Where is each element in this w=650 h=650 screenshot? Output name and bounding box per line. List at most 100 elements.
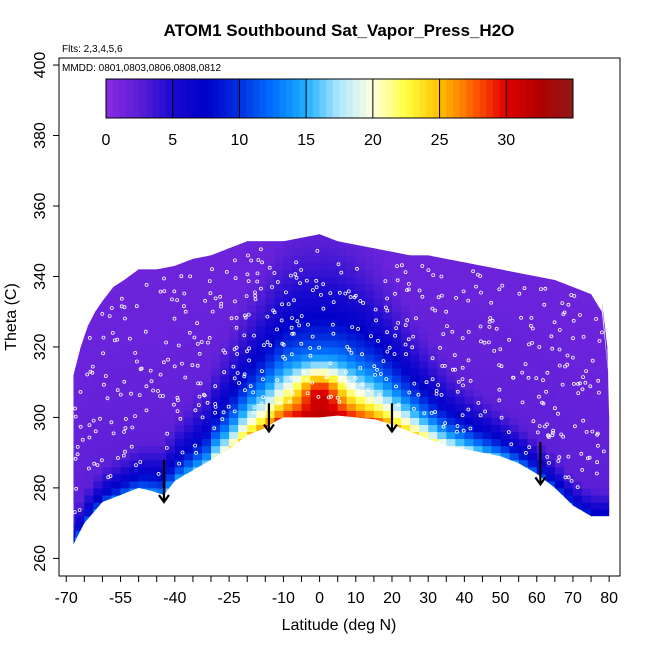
heatmap-cell (202, 347, 212, 355)
heatmap-cell (120, 459, 131, 468)
heatmap-cell (410, 234, 420, 242)
heatmap-cell (84, 459, 94, 468)
heatmap-cell (328, 276, 339, 285)
heatmap-cell (111, 431, 122, 440)
heatmap-cell (84, 551, 94, 559)
heatmap-cell (229, 551, 239, 559)
heatmap-cell (392, 276, 402, 285)
heatmap-cell (563, 283, 574, 292)
heatmap-cell (401, 480, 411, 489)
heatmap-cell (536, 509, 547, 517)
heatmap-cell (156, 325, 167, 334)
sample-dot (175, 398, 180, 403)
heatmap-cell (138, 262, 149, 270)
sample-dot (350, 325, 355, 330)
heatmap-cell (582, 410, 592, 418)
heatmap-cell (111, 396, 122, 404)
heatmap-cell (346, 403, 357, 411)
sample-dot (573, 424, 577, 429)
heatmap-cell (464, 389, 474, 397)
heatmap-cell (401, 438, 411, 447)
heatmap-cell (355, 389, 366, 397)
heatmap-cell (518, 234, 529, 235)
heatmap-cell (337, 480, 348, 489)
heatmap-cell (165, 502, 176, 510)
heatmap-cell (93, 480, 103, 489)
heatmap-cell (509, 382, 520, 390)
heatmap-cell (410, 417, 420, 425)
heatmap-cell (147, 311, 158, 320)
heatmap-cell (510, 544, 520, 552)
heatmap-cell (600, 234, 610, 242)
heatmap-cell (283, 438, 293, 447)
heatmap-cell (563, 452, 574, 461)
heatmap-cell (238, 551, 248, 559)
heatmap-cell (337, 452, 348, 461)
heatmap-cell (410, 502, 420, 510)
heatmap-cell (591, 241, 601, 249)
heatmap-cell (301, 347, 312, 355)
heatmap-cell (473, 339, 483, 348)
heatmap-cell (73, 241, 76, 249)
heatmap-cell (428, 361, 438, 369)
x-tick-label: -10 (272, 590, 295, 607)
heatmap-cell (202, 410, 212, 418)
heatmap-cell (509, 234, 520, 242)
heatmap-cell (283, 487, 293, 496)
heatmap-cell (220, 255, 230, 263)
heatmap-cell (582, 234, 592, 242)
heatmap-cell (428, 502, 438, 510)
heatmap-cell (256, 438, 266, 447)
heatmap-cell (283, 325, 293, 334)
heatmap-cell (346, 276, 357, 285)
heatmap-cell (609, 325, 610, 334)
sample-dot (172, 364, 177, 369)
sample-dot (466, 329, 471, 334)
heatmap-cell (247, 375, 257, 383)
heatmap-cell (165, 417, 176, 425)
heatmap-cell (482, 417, 493, 425)
heatmap-cell (382, 318, 393, 327)
heatmap-cell (545, 480, 556, 489)
sample-dot (137, 393, 142, 398)
heatmap-cell (609, 368, 610, 376)
heatmap-cell (183, 495, 194, 503)
heatmap-cell (483, 551, 493, 559)
heatmap-cell (564, 544, 574, 552)
heatmap-cell (165, 368, 176, 376)
sample-dot (535, 430, 540, 435)
heatmap-cell (609, 466, 610, 475)
heatmap-cell (247, 297, 257, 306)
heatmap-cell (256, 382, 266, 390)
heatmap-cell (455, 262, 465, 270)
sample-dot (335, 395, 340, 400)
sample-dot (486, 340, 491, 345)
heatmap-cell (147, 473, 158, 482)
heatmap-cell (455, 509, 465, 517)
heatmap-cell (165, 487, 176, 496)
colorbar-segment (286, 79, 294, 118)
heatmap-cell (509, 332, 520, 341)
heatmap-cell (609, 262, 610, 270)
heatmap-cell (211, 339, 221, 348)
heatmap-cell (500, 516, 511, 524)
heatmap-cell (102, 530, 112, 538)
colorbar-segment (139, 79, 147, 118)
sample-dot (316, 394, 321, 399)
heatmap-cell (482, 241, 493, 249)
heatmap-cell (319, 502, 330, 510)
heatmap-cell (220, 297, 230, 306)
heatmap-cell (192, 375, 203, 383)
heatmap-cell (464, 234, 474, 242)
heatmap-cell (373, 410, 384, 418)
heatmap-cell (419, 473, 429, 482)
heatmap-cell (129, 445, 140, 454)
heatmap-cell (247, 502, 257, 510)
sample-dot (406, 281, 411, 286)
sample-dot (324, 375, 329, 380)
heatmap-cell (600, 509, 610, 517)
heatmap-cell (174, 375, 185, 383)
heatmap-cell (419, 537, 429, 545)
heatmap-cell (346, 509, 357, 517)
